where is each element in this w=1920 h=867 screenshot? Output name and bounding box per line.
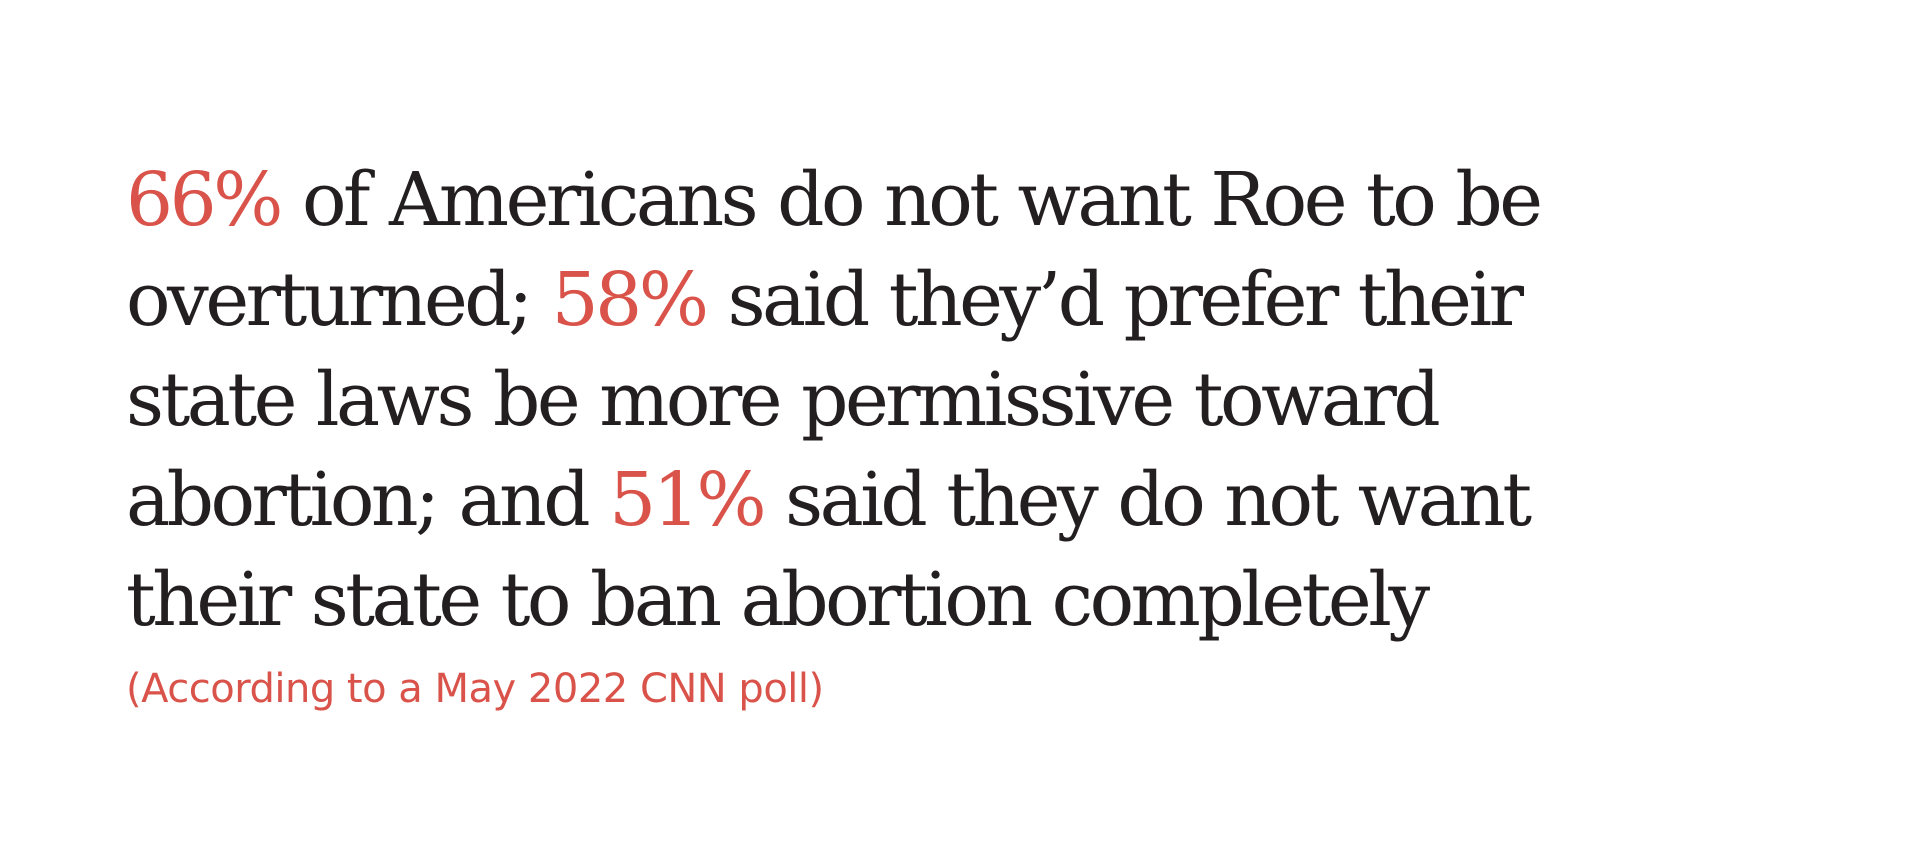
- quote-text-part-2: said they’d prefer their state laws be m…: [126, 257, 1524, 543]
- quote-text-part-3: said they do not want their state to ban…: [126, 457, 1532, 643]
- stat-51-percent: 51%: [609, 457, 766, 543]
- stat-58-percent: 58%: [551, 257, 709, 343]
- stat-66-percent: 66%: [126, 157, 283, 243]
- source-note: (According to a May 2022 CNN poll): [126, 666, 824, 712]
- headline-quote: 66% of Americans do not want Roe to be o…: [126, 150, 1586, 650]
- quote-card: 66% of Americans do not want Roe to be o…: [126, 150, 1586, 714]
- quote-text-part-1: of Americans do not want Roe to be overt…: [126, 157, 1543, 343]
